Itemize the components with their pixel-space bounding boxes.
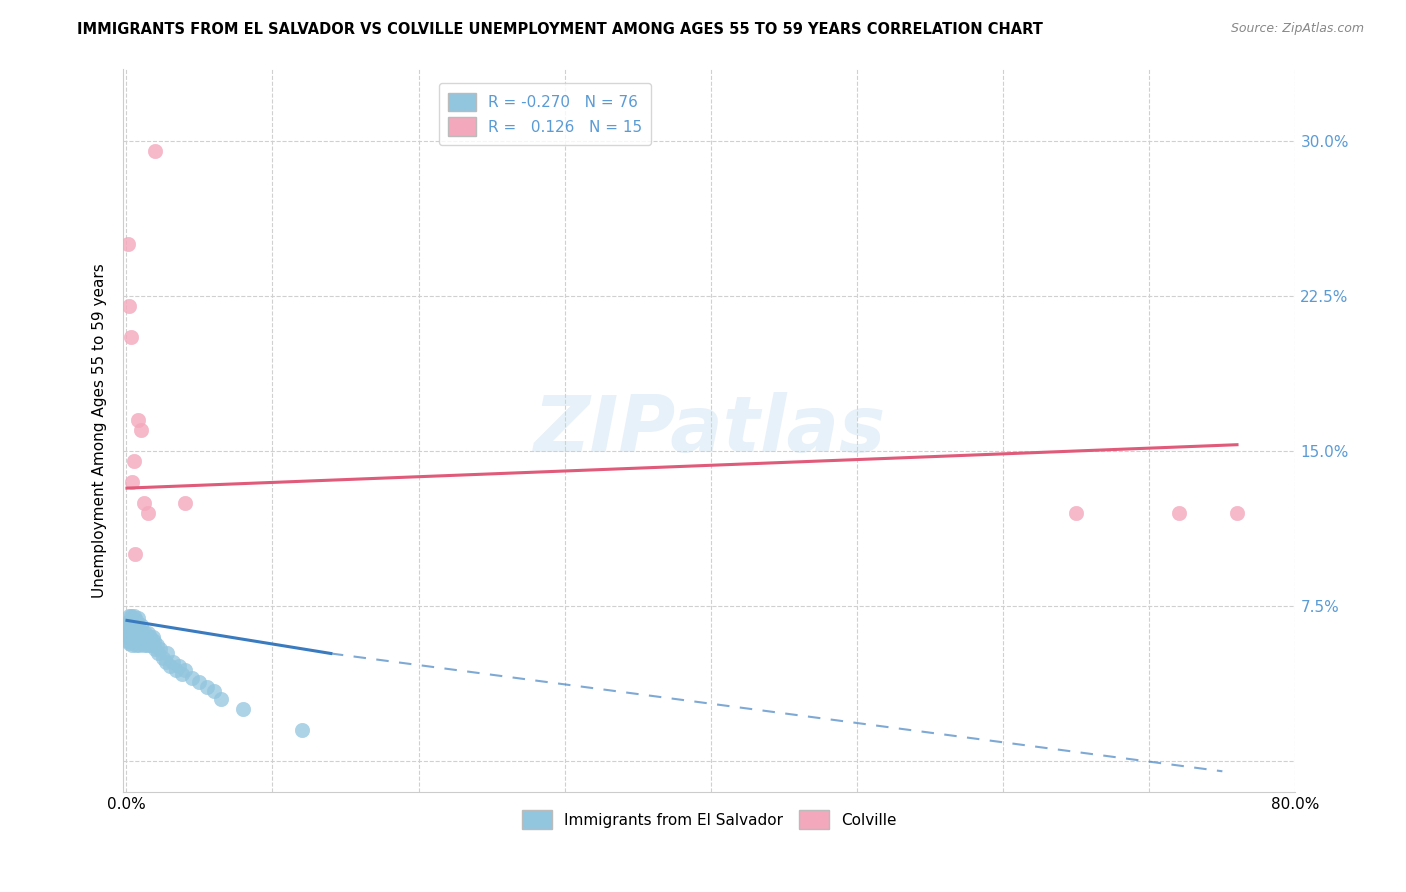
Point: [131, 625, 153, 640]
Point: [138, 638, 160, 652]
Point: [132, 495, 155, 509]
Point: [127, 611, 149, 625]
Point: [121, 630, 143, 644]
Point: [170, 667, 193, 681]
Point: [1226, 506, 1249, 520]
Point: [131, 634, 153, 648]
Point: [1064, 506, 1087, 520]
Point: [124, 617, 146, 632]
Point: [143, 634, 166, 648]
Point: [173, 663, 195, 677]
Point: [120, 624, 142, 638]
Point: [129, 634, 152, 648]
Point: [118, 299, 141, 313]
Text: IMMIGRANTS FROM EL SALVADOR VS COLVILLE UNEMPLOYMENT AMONG AGES 55 TO 59 YEARS C: IMMIGRANTS FROM EL SALVADOR VS COLVILLE …: [77, 22, 1043, 37]
Point: [122, 617, 145, 632]
Point: [148, 647, 170, 661]
Point: [125, 614, 148, 628]
Point: [122, 624, 145, 638]
Point: [117, 237, 139, 252]
Point: [121, 622, 143, 636]
Point: [146, 638, 169, 652]
Point: [122, 634, 145, 648]
Point: [125, 622, 148, 636]
Y-axis label: Unemployment Among Ages 55 to 59 years: Unemployment Among Ages 55 to 59 years: [93, 263, 107, 598]
Point: [124, 547, 146, 561]
Point: [135, 630, 157, 644]
Point: [121, 614, 143, 628]
Point: [181, 671, 204, 685]
Point: [118, 625, 141, 640]
Point: [195, 680, 218, 694]
Point: [122, 454, 145, 468]
Point: [122, 609, 145, 624]
Point: [1167, 506, 1189, 520]
Point: [125, 630, 148, 644]
Point: [141, 630, 163, 644]
Point: [136, 506, 159, 520]
Point: [162, 655, 184, 669]
Point: [127, 413, 149, 427]
Point: [118, 636, 141, 650]
Point: [139, 634, 162, 648]
Point: [188, 675, 211, 690]
Text: ZIPatlas: ZIPatlas: [533, 392, 886, 468]
Point: [122, 630, 145, 644]
Point: [128, 638, 150, 652]
Point: [129, 423, 152, 437]
Point: [117, 630, 139, 644]
Point: [209, 692, 232, 706]
Point: [165, 663, 187, 677]
Point: [141, 638, 163, 652]
Point: [167, 658, 190, 673]
Point: [124, 634, 146, 648]
Point: [145, 145, 167, 159]
Point: [120, 634, 142, 648]
Point: [138, 630, 160, 644]
Point: [127, 619, 149, 633]
Point: [129, 625, 152, 640]
Point: [115, 625, 138, 640]
Point: [118, 617, 141, 632]
Point: [120, 630, 142, 644]
Point: [117, 615, 139, 630]
Point: [136, 634, 159, 648]
Point: [121, 475, 143, 489]
Point: [129, 617, 152, 632]
Point: [156, 647, 179, 661]
Point: [232, 702, 254, 716]
Point: [121, 638, 143, 652]
Point: [117, 624, 139, 638]
Point: [149, 642, 172, 657]
Text: Source: ZipAtlas.com: Source: ZipAtlas.com: [1230, 22, 1364, 36]
Point: [127, 634, 149, 648]
Point: [128, 622, 150, 636]
Point: [132, 638, 155, 652]
Point: [152, 650, 174, 665]
Point: [132, 630, 155, 644]
Point: [125, 638, 148, 652]
Point: [124, 625, 146, 640]
Point: [120, 330, 142, 344]
Point: [128, 630, 150, 644]
Point: [202, 683, 225, 698]
Point: [145, 642, 167, 657]
Point: [127, 625, 149, 640]
Point: [135, 638, 157, 652]
Point: [120, 617, 142, 632]
Point: [120, 609, 142, 624]
Point: [134, 625, 156, 640]
Point: [118, 609, 141, 624]
Legend: Immigrants from El Salvador, Colville: Immigrants from El Salvador, Colville: [516, 804, 903, 835]
Point: [134, 634, 156, 648]
Point: [159, 658, 181, 673]
Point: [136, 625, 159, 640]
Point: [291, 723, 314, 737]
Point: [117, 634, 139, 648]
Point: [173, 495, 195, 509]
Point: [155, 655, 177, 669]
